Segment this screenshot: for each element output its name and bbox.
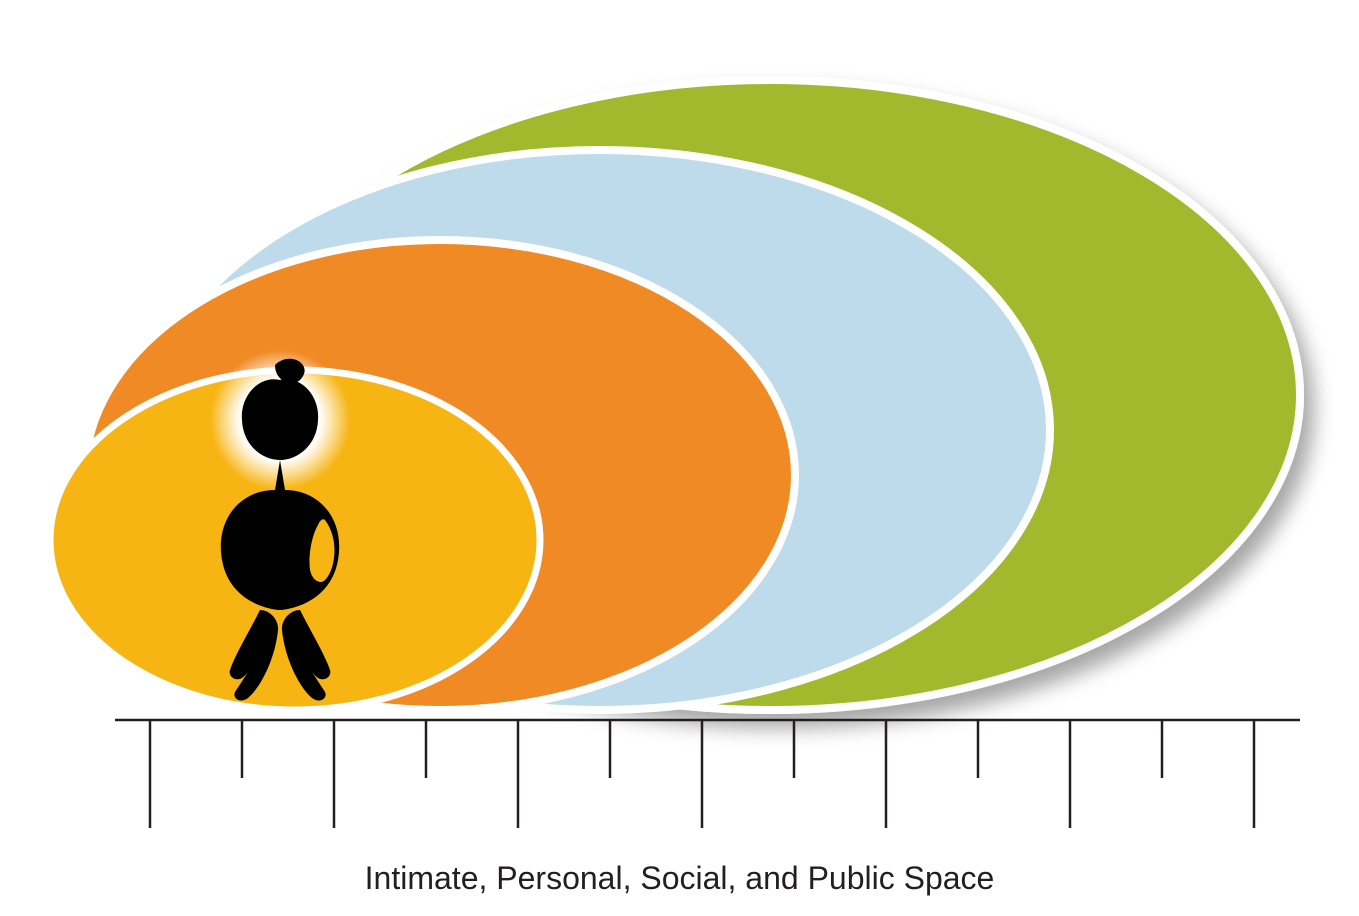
diagram-svg xyxy=(0,0,1359,916)
proxemics-diagram: Intimate, Personal, Social, and Public S… xyxy=(0,0,1359,916)
distance-ruler xyxy=(115,720,1300,828)
diagram-caption: Intimate, Personal, Social, and Public S… xyxy=(0,860,1359,897)
